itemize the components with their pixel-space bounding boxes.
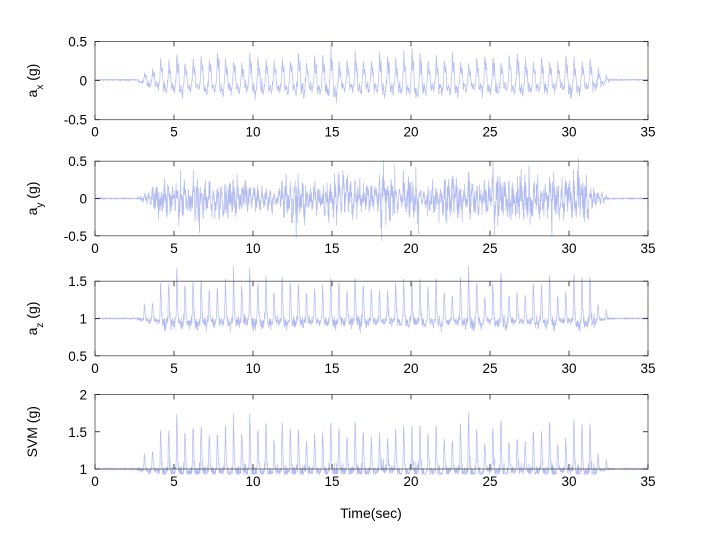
svg-text:1.5: 1.5 bbox=[68, 425, 87, 440]
svg-text:10: 10 bbox=[245, 361, 260, 376]
svg-text:0: 0 bbox=[79, 74, 87, 89]
svg-text:15: 15 bbox=[324, 361, 339, 376]
svg-text:20: 20 bbox=[403, 474, 418, 489]
svg-text:35: 35 bbox=[640, 361, 655, 376]
svg-text:0: 0 bbox=[91, 241, 99, 256]
svg-text:-0.5: -0.5 bbox=[64, 113, 87, 128]
svg-text:15: 15 bbox=[324, 125, 339, 140]
svg-text:2: 2 bbox=[79, 388, 87, 403]
svg-text:30: 30 bbox=[561, 474, 576, 489]
svg-text:0.5: 0.5 bbox=[68, 34, 87, 49]
svg-text:15: 15 bbox=[324, 241, 339, 256]
svg-text:30: 30 bbox=[561, 125, 576, 140]
svg-text:0: 0 bbox=[91, 361, 99, 376]
svg-text:ax (g): ax (g) bbox=[24, 64, 46, 98]
svg-text:35: 35 bbox=[640, 474, 655, 489]
svg-text:10: 10 bbox=[245, 474, 260, 489]
svg-text:25: 25 bbox=[482, 241, 497, 256]
svg-text:20: 20 bbox=[403, 361, 418, 376]
svg-text:az (g): az (g) bbox=[24, 302, 46, 336]
svg-text:-0.5: -0.5 bbox=[64, 229, 87, 244]
svg-text:25: 25 bbox=[482, 125, 497, 140]
svg-text:0.5: 0.5 bbox=[68, 154, 87, 169]
svg-text:5: 5 bbox=[170, 474, 178, 489]
svg-text:30: 30 bbox=[561, 241, 576, 256]
svg-text:10: 10 bbox=[245, 241, 260, 256]
svg-text:20: 20 bbox=[403, 241, 418, 256]
svg-text:0.5: 0.5 bbox=[68, 349, 87, 364]
svg-text:Time(sec): Time(sec) bbox=[340, 505, 402, 521]
svg-text:1.5: 1.5 bbox=[68, 274, 87, 289]
svg-text:10: 10 bbox=[245, 125, 260, 140]
svg-text:1: 1 bbox=[79, 312, 87, 327]
svg-text:20: 20 bbox=[403, 125, 418, 140]
svg-text:5: 5 bbox=[170, 241, 178, 256]
svg-text:5: 5 bbox=[170, 361, 178, 376]
svg-text:35: 35 bbox=[640, 241, 655, 256]
svg-text:25: 25 bbox=[482, 361, 497, 376]
svg-text:35: 35 bbox=[640, 125, 655, 140]
svg-text:SVM (g): SVM (g) bbox=[24, 406, 40, 457]
svg-text:1: 1 bbox=[79, 462, 87, 477]
svg-text:0: 0 bbox=[79, 192, 87, 207]
svg-text:ay (g): ay (g) bbox=[24, 182, 46, 216]
svg-text:15: 15 bbox=[324, 474, 339, 489]
svg-text:0: 0 bbox=[91, 125, 99, 140]
svg-text:25: 25 bbox=[482, 474, 497, 489]
svg-text:30: 30 bbox=[561, 361, 576, 376]
svg-text:0: 0 bbox=[91, 474, 99, 489]
svg-text:5: 5 bbox=[170, 125, 178, 140]
